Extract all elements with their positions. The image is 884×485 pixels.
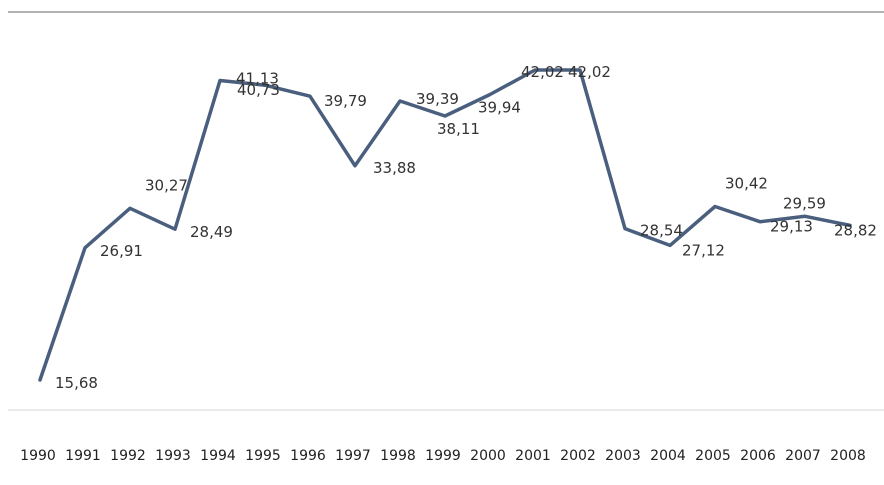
data-label-1994: 41,13: [236, 70, 279, 88]
data-label-1992: 30,27: [145, 176, 188, 194]
data-label-1995: 40,73: [237, 81, 280, 99]
x-tick-2000: 2000: [470, 448, 506, 464]
data-label-1997: 33,88: [373, 159, 416, 177]
data-label-2002: 42,02: [568, 63, 611, 81]
x-tick-1995: 1995: [245, 448, 281, 464]
data-label-1991: 26,91: [100, 242, 143, 260]
data-label-2000: 39,94: [478, 99, 521, 117]
x-tick-1991: 1991: [65, 448, 101, 464]
x-tick-2008: 2008: [830, 448, 866, 464]
x-tick-1992: 1992: [110, 448, 146, 464]
x-tick-2004: 2004: [650, 448, 686, 464]
x-tick-1999: 1999: [425, 448, 461, 464]
x-tick-2001: 2001: [515, 448, 551, 464]
data-label-2008: 28,82: [834, 221, 877, 239]
x-axis-tick-labels: 1990 1991 1992 1993 1994 1995 1996 1997 1998 1999…: [20, 448, 866, 464]
x-tick-2002: 2002: [560, 448, 596, 464]
data-label-2007: 29,59: [783, 194, 826, 212]
x-tick-2006: 2006: [740, 448, 776, 464]
series-line: [38, 68, 852, 382]
data-label-2006: 29,13: [770, 218, 813, 236]
x-tick-1998: 1998: [380, 448, 416, 464]
data-label-1998: 39,39: [416, 90, 459, 108]
x-tick-2007: 2007: [785, 448, 821, 464]
data-label-1999: 38,11: [437, 120, 480, 138]
x-tick-1994: 1994: [200, 448, 236, 464]
x-tick-1990: 1990: [20, 448, 56, 464]
data-label-2001: 42,02: [521, 63, 564, 81]
x-tick-1993: 1993: [155, 448, 191, 464]
data-label-2004: 27,12: [682, 241, 725, 259]
x-tick-1996: 1996: [290, 448, 326, 464]
data-label-1996: 39,79: [324, 92, 367, 110]
data-label-1990: 15,68: [55, 374, 98, 392]
data-label-2003: 28,54: [640, 222, 683, 240]
x-tick-2003: 2003: [605, 448, 641, 464]
x-tick-2005: 2005: [695, 448, 731, 464]
x-tick-1997: 1997: [335, 448, 371, 464]
data-label-2005: 30,42: [725, 175, 768, 193]
data-label-1993: 28,49: [190, 223, 233, 241]
